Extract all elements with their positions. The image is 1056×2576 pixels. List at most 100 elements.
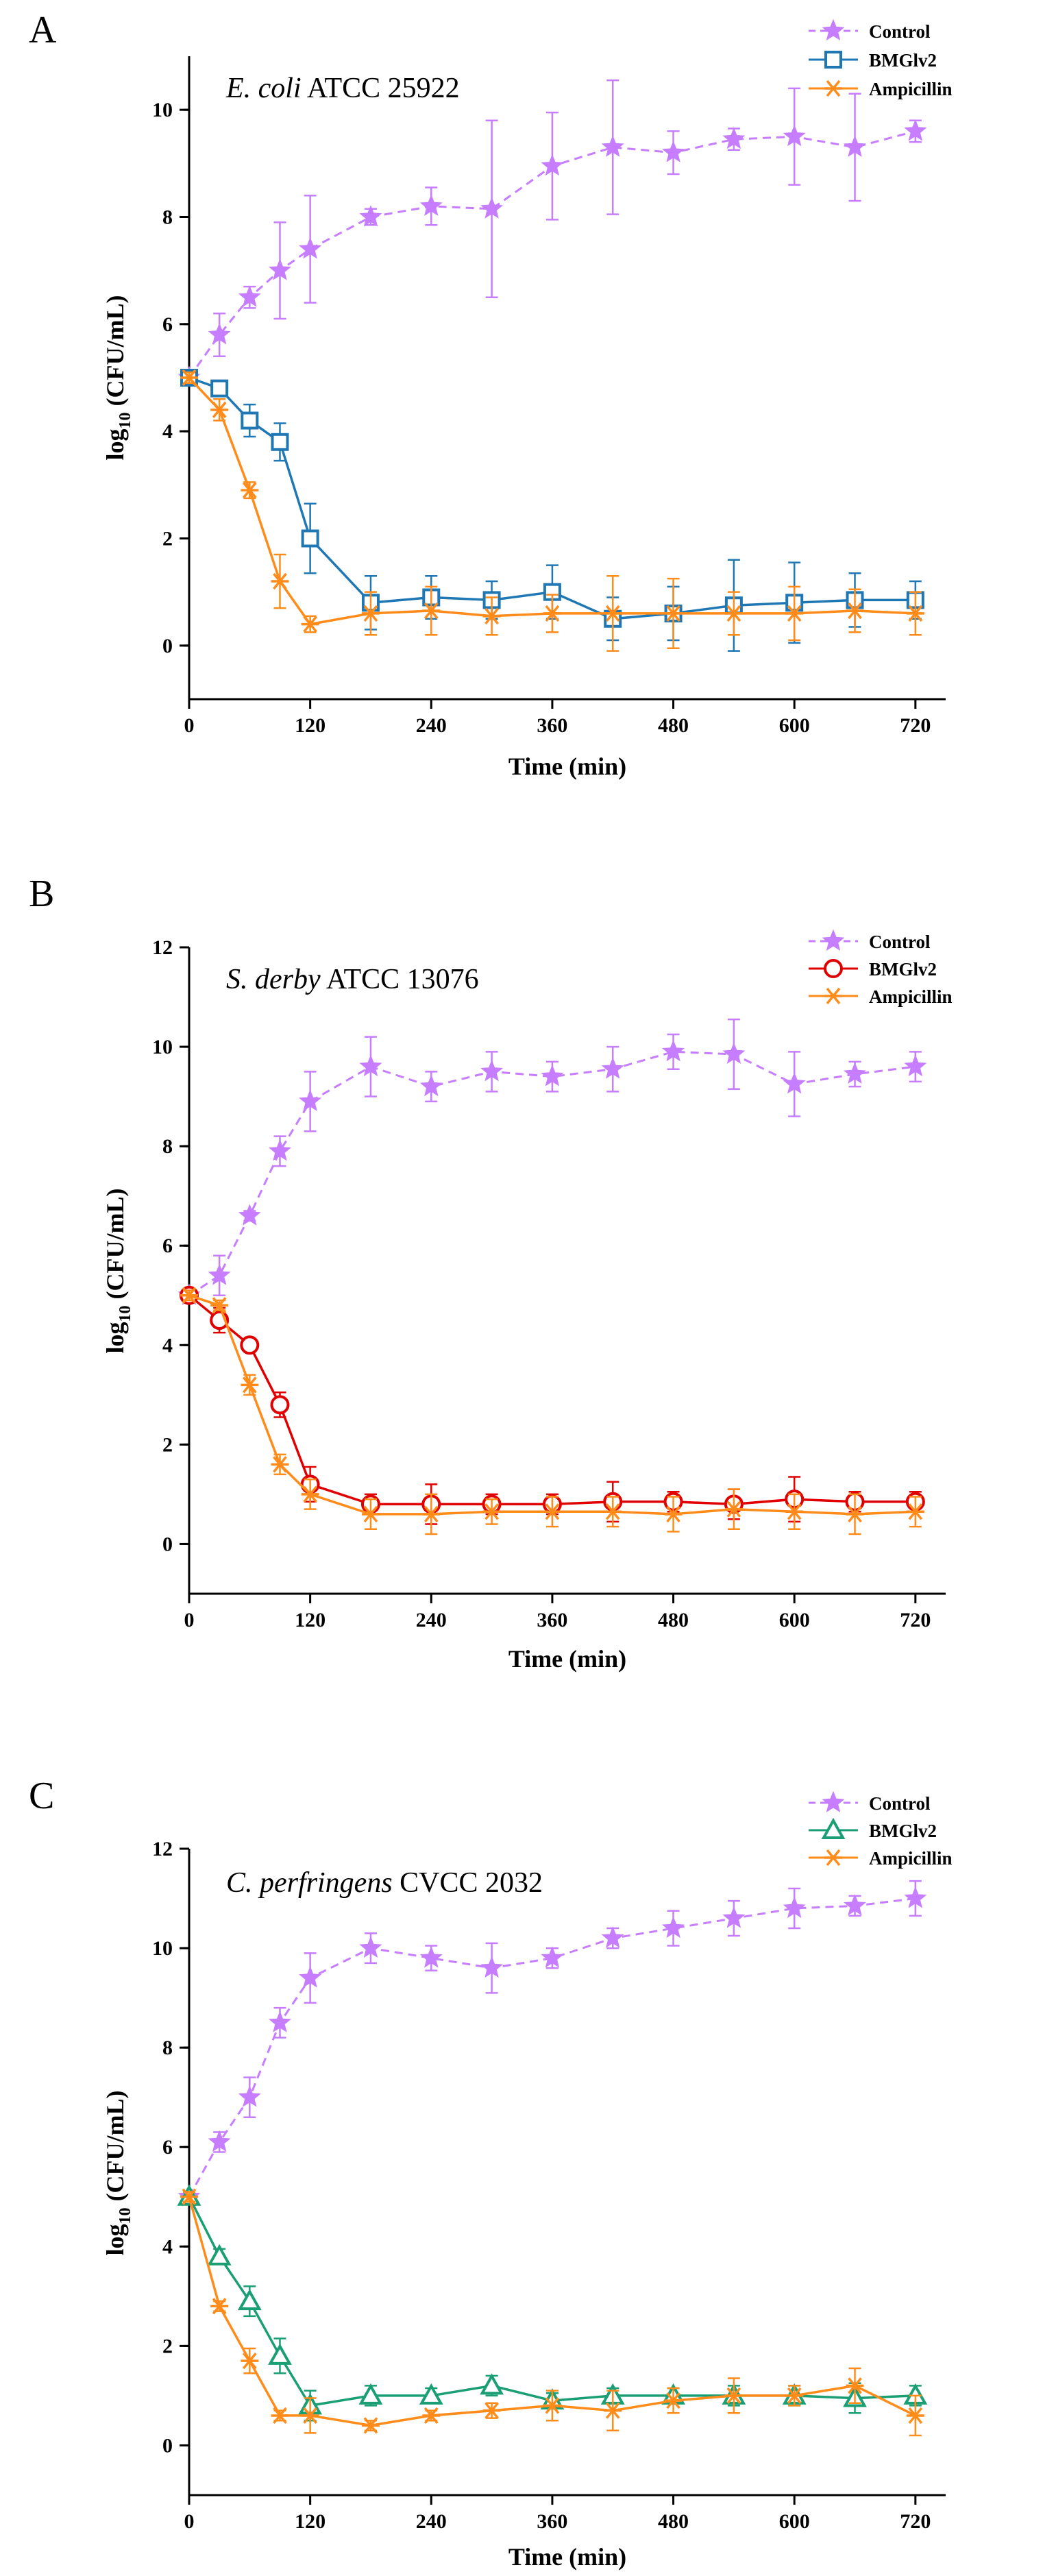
data-point	[904, 1054, 927, 1077]
legend: Control BMGlv2 Ampicillin	[809, 1790, 953, 1869]
data-point	[422, 1505, 441, 1523]
x-axis-title: Time (min)	[508, 753, 626, 780]
y-tick-label: 8	[162, 2037, 173, 2059]
panel-a: A E. coli ATCC 25922 0 120 240 360 480 600 720…	[29, 9, 953, 780]
data-point	[480, 1956, 504, 1978]
data-point	[822, 1790, 845, 1812]
data-point	[240, 1335, 260, 1355]
x-tick-label: 240	[416, 1609, 447, 1631]
y-ticks: 0 2 4 6 8 10 12	[152, 936, 189, 1555]
data-point	[359, 1936, 382, 1958]
data-point	[238, 285, 261, 307]
legend-label: Control	[869, 21, 931, 42]
data-point	[724, 605, 743, 622]
data-point	[271, 2407, 289, 2425]
data-point	[824, 987, 842, 1005]
data-point	[783, 1896, 806, 1919]
x-axis-title: Time (min)	[508, 1645, 626, 1673]
y-tick-label: 6	[162, 2136, 173, 2159]
y-axis-title: log10 (CFU/mL)	[101, 2091, 134, 2256]
data-point	[722, 127, 746, 149]
x-ticks: 0 120 240 360 480 600 720	[184, 699, 931, 737]
x-tick-label: 600	[779, 1609, 810, 1631]
data-point	[541, 1946, 564, 1968]
data-point	[783, 124, 806, 147]
data-point	[237, 2289, 262, 2311]
series-control	[177, 1018, 927, 1305]
data-point	[301, 1485, 319, 1503]
y-axis-title: log10 (CFU/mL)	[101, 295, 134, 461]
data-point	[480, 1059, 504, 1082]
legend-marker	[809, 987, 858, 1005]
axis-frame	[188, 947, 946, 1595]
data-point	[271, 433, 289, 451]
legend-label: BMGlv2	[869, 959, 937, 980]
data-point	[238, 1204, 261, 1226]
data-point	[419, 1946, 443, 1968]
x-tick-label: 720	[900, 1609, 931, 1631]
data-point	[359, 205, 382, 227]
y-tick-label: 10	[152, 1036, 173, 1058]
y-tick-label: 6	[162, 1235, 173, 1257]
data-point	[301, 2407, 319, 2425]
legend-label: Control	[869, 932, 931, 952]
data-point	[904, 1886, 927, 1908]
x-tick-label: 720	[900, 714, 931, 737]
data-point	[210, 379, 229, 398]
data-point	[821, 1817, 846, 1839]
data-point	[662, 1039, 685, 1062]
y-tick-label: 0	[162, 635, 173, 657]
data-point	[824, 1849, 842, 1867]
data-point	[783, 1072, 806, 1094]
data-point	[180, 369, 198, 387]
x-tick-label: 480	[658, 1609, 689, 1631]
data-point	[785, 605, 804, 622]
legend-label: Ampicillin	[869, 1848, 953, 1869]
panel-letter: A	[29, 9, 57, 51]
series-line	[188, 1897, 916, 2198]
data-point	[358, 2383, 383, 2405]
data-point	[722, 1906, 746, 1928]
x-tick-label: 480	[658, 2510, 689, 2533]
data-point	[241, 1376, 259, 1394]
y-tick-label: 4	[162, 420, 173, 443]
x-tick-label: 120	[295, 1609, 326, 1631]
data-point	[824, 959, 843, 978]
y-tick-label: 8	[162, 206, 173, 229]
data-point	[241, 482, 259, 499]
panel-c: C C. perfringens CVCC 2032 0 120 240 360 480…	[29, 1775, 953, 2571]
data-point	[180, 1287, 198, 1304]
data-point	[269, 2010, 291, 2032]
data-point	[271, 572, 289, 590]
data-point	[210, 1297, 229, 1314]
x-axis-title: Time (min)	[508, 2543, 626, 2571]
data-point	[785, 2387, 804, 2405]
x-tick-label: 240	[416, 2510, 447, 2533]
y-tick-label: 2	[162, 528, 173, 550]
data-point	[604, 2402, 622, 2419]
plot-series	[177, 1880, 928, 2437]
data-point	[904, 119, 927, 141]
x-tick-label: 600	[779, 2510, 810, 2533]
data-point	[241, 411, 259, 430]
data-point	[541, 1065, 564, 1086]
x-tick-label: 240	[416, 714, 447, 737]
data-point	[208, 2130, 231, 2152]
data-point	[271, 1456, 289, 1473]
series-control	[177, 79, 927, 387]
y-ticks: 0 2 4 6 8 10 12	[152, 1838, 189, 2457]
data-point	[482, 1503, 501, 1520]
x-tick-label: 120	[295, 714, 326, 737]
legend: Control BMGlv2 Ampicillin	[809, 929, 953, 1007]
plot-series	[177, 79, 927, 652]
data-point	[844, 1894, 866, 1916]
series-ampicillin	[180, 2188, 924, 2437]
legend-label: Ampicillin	[869, 986, 953, 1007]
legend-label: BMGlv2	[869, 1821, 937, 1841]
x-tick-label: 360	[537, 714, 567, 737]
data-point	[846, 2377, 864, 2394]
data-point	[268, 2343, 292, 2365]
y-tick-label: 12	[152, 936, 173, 959]
data-point	[299, 237, 322, 259]
